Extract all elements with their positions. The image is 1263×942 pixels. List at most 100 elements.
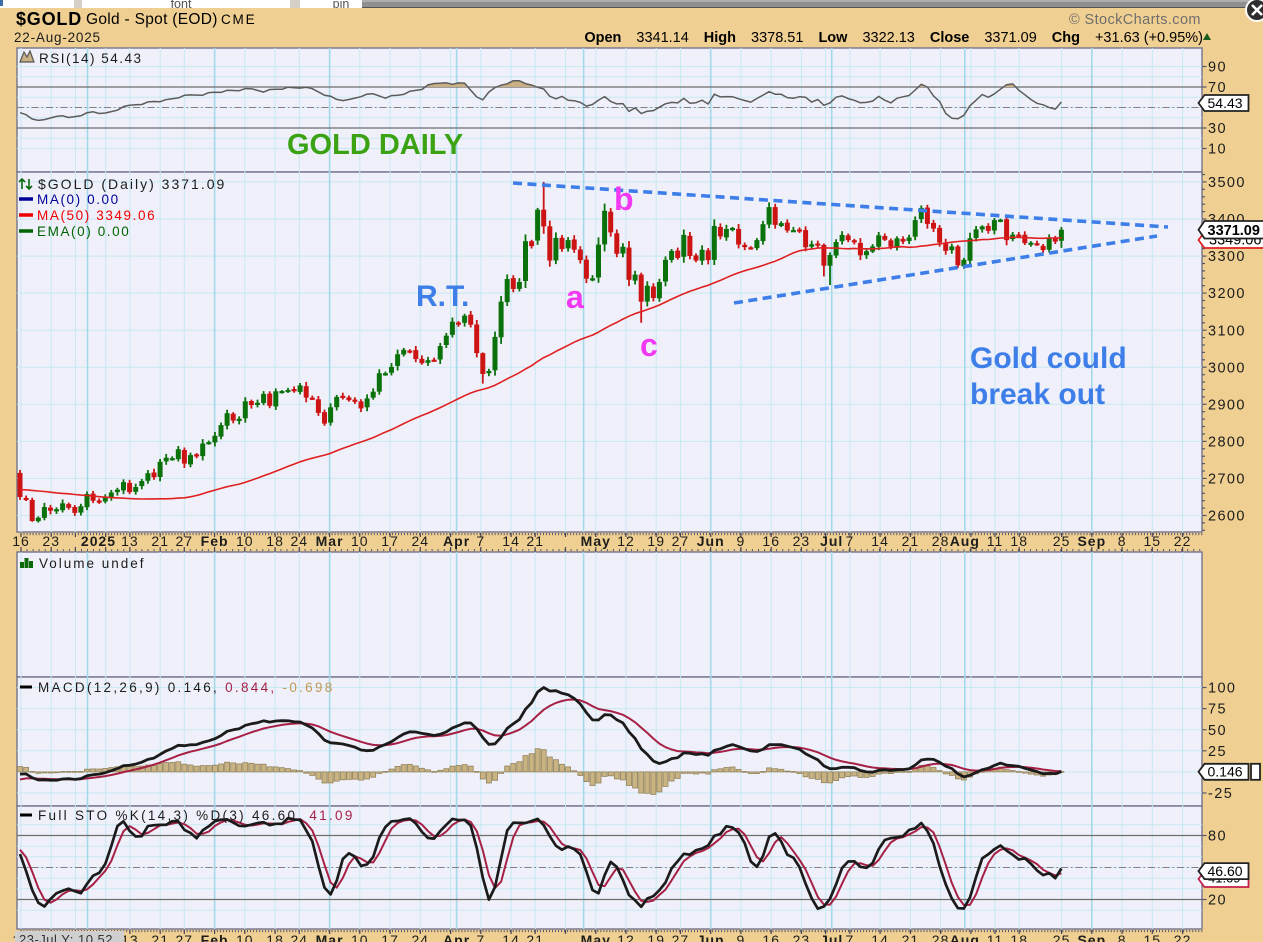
svg-text:MA(50) 3349.06: MA(50) 3349.06 [37, 208, 156, 223]
svg-text:RSI(14) 54.43: RSI(14) 54.43 [39, 51, 143, 66]
svg-text:21: 21 [902, 932, 920, 942]
svg-text:14: 14 [502, 932, 520, 942]
svg-text:pin: pin [333, 0, 350, 11]
svg-text:Mar: Mar [316, 932, 344, 942]
svg-text:14: 14 [871, 932, 889, 942]
svg-text:17: 17 [381, 932, 399, 942]
svg-text:Jun: Jun [697, 533, 725, 549]
svg-text:9: 9 [737, 932, 746, 942]
svg-text:7: 7 [476, 932, 485, 942]
svg-text:22: 22 [1174, 533, 1192, 549]
svg-text:© StockCharts.com: © StockCharts.com [1069, 12, 1201, 28]
svg-text:90: 90 [1208, 60, 1227, 76]
svg-text:12: 12 [617, 533, 635, 549]
svg-text:7: 7 [476, 533, 485, 549]
svg-text:19: 19 [647, 932, 665, 942]
svg-text:break out: break out [970, 378, 1105, 411]
svg-text:24: 24 [412, 533, 430, 549]
svg-text:8: 8 [1118, 533, 1127, 549]
svg-text:13: 13 [121, 533, 139, 549]
svg-text:-25: -25 [1208, 786, 1233, 802]
svg-text:Gold - Spot (EOD): Gold - Spot (EOD) [86, 11, 218, 28]
svg-text:3000: 3000 [1208, 360, 1246, 376]
svg-text:21: 21 [902, 533, 920, 549]
svg-text:16: 16 [12, 533, 30, 549]
svg-text:23: 23 [793, 533, 811, 549]
svg-text:20: 20 [1208, 893, 1227, 909]
svg-text:16: 16 [762, 932, 780, 942]
svg-text:$GOLD (Daily) 3371.09: $GOLD (Daily) 3371.09 [38, 176, 226, 192]
svg-text:25: 25 [1053, 533, 1071, 549]
svg-text:MACD(12,26,9) 0.146, 0.844, -0: MACD(12,26,9) 0.146, 0.844, -0.698 [38, 680, 335, 695]
svg-text:Jul: Jul [820, 533, 843, 549]
svg-text:May: May [581, 533, 611, 549]
svg-text:10: 10 [351, 932, 369, 942]
svg-text:24: 24 [291, 533, 309, 549]
svg-text:Sep: Sep [1077, 533, 1106, 549]
svg-text:Apr: Apr [443, 533, 470, 549]
svg-text:3371.09: 3371.09 [1208, 223, 1260, 239]
svg-text:70: 70 [1208, 80, 1227, 96]
svg-text:27: 27 [176, 533, 194, 549]
svg-text:10: 10 [351, 533, 369, 549]
svg-text:21: 21 [151, 932, 169, 942]
svg-text:23: 23 [793, 932, 811, 942]
svg-text:0.146: 0.146 [1208, 764, 1243, 780]
svg-text:10: 10 [236, 533, 254, 549]
svg-text:27: 27 [672, 533, 690, 549]
svg-text:50: 50 [1208, 723, 1227, 739]
svg-text:Aug: Aug [950, 533, 980, 549]
svg-text:$GOLD: $GOLD [16, 9, 82, 29]
svg-text:28: 28 [932, 932, 950, 942]
svg-text:EMA(0) 0.00: EMA(0) 0.00 [37, 224, 130, 239]
svg-text:MA(0) 0.00: MA(0) 0.00 [37, 192, 120, 207]
svg-text:Mar: Mar [316, 533, 344, 549]
svg-text:7: 7 [846, 932, 855, 942]
svg-text:16: 16 [762, 533, 780, 549]
svg-text:2800: 2800 [1208, 434, 1246, 450]
svg-text:22-Aug-2025: 22-Aug-2025 [14, 30, 101, 45]
svg-text:2025: 2025 [81, 533, 116, 549]
svg-text:23-Jul Y: 10.52: 23-Jul Y: 10.52 [19, 932, 113, 942]
svg-text:Apr: Apr [443, 932, 470, 942]
svg-text:21: 21 [526, 533, 544, 549]
svg-text:Aug: Aug [950, 932, 980, 942]
svg-text:2700: 2700 [1208, 472, 1246, 488]
svg-text:11: 11 [987, 932, 1004, 942]
svg-text:15: 15 [1144, 932, 1162, 942]
svg-text:25: 25 [1208, 744, 1227, 760]
svg-text:23: 23 [42, 533, 60, 549]
svg-text:2900: 2900 [1208, 397, 1246, 413]
svg-text:GOLD DAILY: GOLD DAILY [287, 129, 463, 161]
svg-text:18: 18 [266, 533, 284, 549]
svg-text:27: 27 [672, 932, 690, 942]
svg-text:11: 11 [987, 533, 1004, 549]
svg-text:18: 18 [266, 932, 284, 942]
svg-text:18: 18 [1010, 533, 1028, 549]
svg-text:Feb: Feb [201, 533, 229, 549]
svg-text:24: 24 [291, 932, 309, 942]
svg-text:7: 7 [846, 533, 855, 549]
svg-text:14: 14 [871, 533, 889, 549]
svg-text:28: 28 [932, 533, 950, 549]
svg-text:75: 75 [1208, 702, 1227, 718]
svg-text:Jun: Jun [697, 932, 725, 942]
svg-text:21: 21 [151, 533, 169, 549]
svg-text:3300: 3300 [1208, 249, 1246, 265]
svg-text:13: 13 [121, 932, 139, 942]
svg-text:80: 80 [1208, 829, 1227, 845]
svg-text:24: 24 [412, 932, 430, 942]
svg-text:12: 12 [617, 932, 635, 942]
svg-text:19: 19 [647, 533, 665, 549]
svg-text:3500: 3500 [1208, 175, 1246, 191]
svg-text:May: May [581, 932, 611, 942]
svg-text:18: 18 [1010, 932, 1028, 942]
svg-text:9: 9 [737, 533, 746, 549]
svg-text:27: 27 [176, 932, 194, 942]
svg-text:30: 30 [1208, 121, 1227, 137]
svg-text:8: 8 [1118, 932, 1127, 942]
svg-text:15: 15 [1144, 533, 1162, 549]
svg-text:3200: 3200 [1208, 286, 1246, 302]
svg-text:Gold could: Gold could [970, 342, 1127, 375]
